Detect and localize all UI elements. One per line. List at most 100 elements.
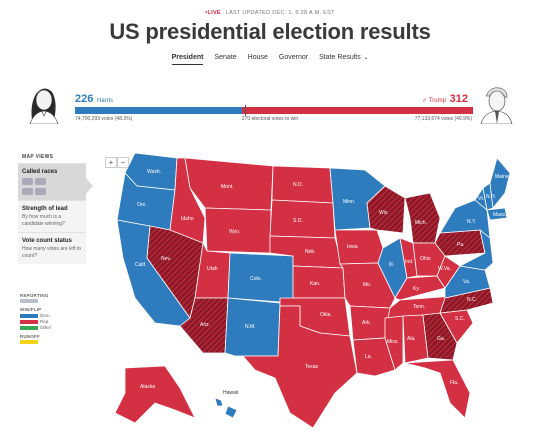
label-ohio: Ohio [420,256,431,262]
label-ny: N.Y. [467,219,476,225]
dem-swatch [20,313,38,318]
legend-winflip-heading: WIN/FLIP [20,307,42,312]
map-legend: REPORTING WIN/FLIP Dem. Rep. Other RUNOF… [20,289,51,344]
zoom-controls: + − [105,157,129,168]
label-mich: Mich. [415,220,427,226]
label-wyo: Wyo. [229,229,240,235]
legend-reporting-heading: REPORTING [20,293,49,298]
label-ga: Ga. [437,336,445,342]
view-called-races[interactable]: Called races [18,163,93,200]
label-nh: N.H. [486,194,496,200]
state-maine[interactable] [489,157,510,209]
page-title: US presidential election results [109,19,431,44]
trump-popular-votes: 77,133,674 votes (49.9%) [414,116,472,122]
tab-house[interactable]: House [247,54,268,61]
state-hawaii-2[interactable] [224,405,238,419]
label-vt: Vt. [478,196,484,202]
state-iowa[interactable] [334,229,384,265]
map-views-panel: MAP VIEWS Called races Strength of lead … [18,151,93,264]
label-ala: Ala. [407,336,416,342]
live-badge: •LIVE [205,10,221,16]
mini-maps-icon [22,178,82,185]
state-mass[interactable] [486,207,508,221]
mini-maps-icon-row2 [22,188,82,195]
state-texas[interactable] [242,305,358,429]
state-nj-de-md[interactable] [459,229,494,271]
chevron-down-icon: ⌄ [361,55,369,61]
label-ill: Ill. [389,262,394,268]
state-fla[interactable] [404,359,471,419]
legend-other: Other [40,325,52,330]
runoff-swatch [20,340,38,344]
label-wis: Wis. [379,210,389,216]
label-utah: Utah [207,266,218,272]
label-calif: Calif. [135,262,146,268]
label-idaho: Idaho [181,216,194,222]
tab-governor[interactable]: Governor [278,54,309,61]
view-description: By how much is a candidate winning? [22,214,65,227]
label-okla: Okla. [320,312,332,318]
trump-portrait [480,87,513,124]
label-alaska: Alaska [140,384,155,390]
label-ky: Ky. [413,286,420,292]
view-label: Vote count status [22,238,72,244]
label-minn: Minn. [343,199,355,205]
harris-electoral: 226 [75,93,94,105]
view-vote-count-status[interactable]: Vote count status How many votes are lef… [18,232,86,264]
label-ark: Ark. [362,320,371,326]
label-ind: Ind. [405,259,413,265]
label-pa: Pa. [457,242,465,248]
trump-electoral: 312 [449,93,468,105]
electoral-vote-bar [75,105,473,116]
us-results-map[interactable]: Wash. Ore. Calif. Idaho Nev. Mont. Wyo. … [95,148,510,438]
view-strength-of-lead[interactable]: Strength of lead By how much is a candid… [18,200,86,232]
label-fla: Fla. [450,380,458,386]
win-threshold-marker [245,105,246,116]
label-sc: S.C. [455,316,465,322]
state-la[interactable] [352,337,396,377]
label-texas: Texas [305,364,319,370]
label-iowa: Iowa [347,244,358,250]
race-tabs: President Senate House Governor State Re… [0,54,540,65]
tab-state-results[interactable]: State Results ⌄ [319,54,368,65]
label-miss: Miss. [387,339,399,345]
label-ore: Ore. [137,202,147,208]
zoom-out-button[interactable]: − [117,157,129,168]
label-la: La. [365,354,372,360]
trump-tally: ✓ Trump 312 [422,93,468,105]
state-hawaii[interactable] [214,397,224,407]
state-mich[interactable] [404,192,441,244]
label-colo: Colo. [250,276,262,282]
harris-tally: 226 Harris [75,93,113,105]
label-mo: Mo. [363,282,371,288]
label-sd: S.D. [293,218,303,224]
check-icon: ✓ [422,98,428,104]
state-alaska[interactable] [114,365,196,424]
label-neb: Neb. [305,249,316,255]
view-description: How many votes are left to count? [22,246,82,259]
label-nm: N.M. [245,324,256,330]
harris-name: Harris [97,98,114,104]
map-views-heading: MAP VIEWS [22,154,54,160]
legend-runoff-heading: RUNOFF [20,334,40,339]
reporting-swatch [20,299,38,303]
label-mont: Mont. [221,184,234,190]
trump-name: Trump [428,98,446,104]
legend-rep: Rep. [40,319,50,324]
state-ga[interactable] [422,312,458,361]
label-nev: Nev. [161,256,171,262]
zoom-in-button[interactable]: + [105,157,117,168]
rep-swatch [20,319,38,324]
tab-president[interactable]: President [171,54,204,65]
harris-portrait [29,88,59,124]
label-wash: Wash. [147,169,161,175]
votes-to-win: 270 electoral votes to win [241,116,299,122]
label-hawaii: Hawaii [223,390,238,396]
label-tenn: Tenn. [413,304,425,310]
state-miss[interactable] [384,315,404,371]
label-mass: Mass. [493,212,506,218]
state-results-label: State Results [319,54,361,61]
tab-senate[interactable]: Senate [214,54,237,61]
rep-bar-fill [242,107,473,114]
state-wis[interactable] [366,185,406,234]
